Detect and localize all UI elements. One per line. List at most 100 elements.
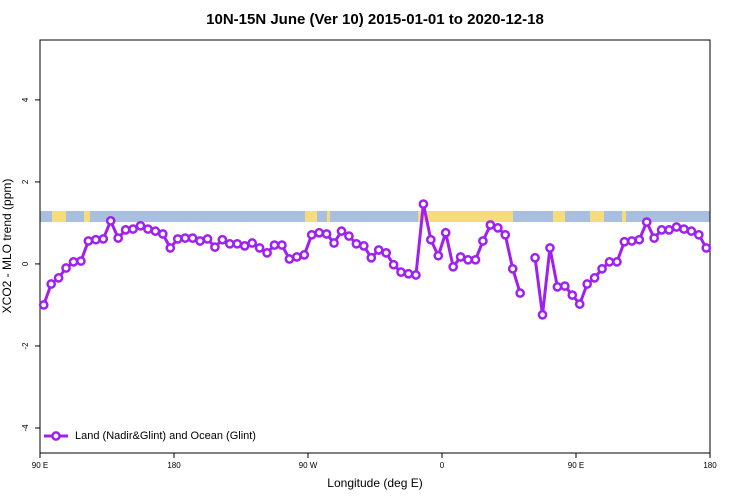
point — [232, 238, 243, 249]
point — [336, 226, 347, 236]
point — [262, 248, 272, 258]
point — [530, 252, 540, 263]
point — [239, 241, 250, 251]
point — [515, 288, 526, 298]
plot-frame — [39, 39, 711, 454]
point — [321, 229, 332, 239]
point — [120, 225, 131, 235]
point — [329, 238, 339, 248]
point — [470, 254, 481, 265]
point — [656, 225, 667, 235]
point — [664, 225, 674, 235]
point — [649, 233, 660, 243]
y-tick-label: 0 — [21, 261, 30, 266]
x-tick-label: 180 — [167, 461, 181, 470]
point — [157, 229, 168, 239]
point — [545, 243, 555, 253]
point — [105, 216, 116, 226]
point — [619, 236, 630, 247]
point — [574, 299, 585, 309]
y-tick-label: -2 — [21, 342, 30, 350]
y-tick-label: -4 — [21, 424, 30, 432]
point — [507, 264, 518, 274]
point — [224, 238, 235, 249]
point — [433, 250, 444, 261]
x-axis-label: Longitude (deg E) — [327, 476, 422, 490]
point — [299, 250, 310, 260]
point — [291, 252, 302, 262]
point — [68, 257, 79, 267]
point — [344, 231, 354, 241]
point — [455, 252, 466, 262]
point — [284, 254, 295, 264]
point — [217, 234, 228, 245]
point — [671, 222, 682, 232]
point — [46, 279, 57, 289]
point — [135, 220, 146, 231]
point — [38, 300, 49, 310]
x-tick-label: 180 — [703, 461, 717, 470]
point — [83, 236, 94, 246]
x-tick-label: 90 W — [299, 461, 318, 470]
point — [187, 233, 198, 243]
land-ocean-strip — [40, 211, 710, 222]
point — [448, 261, 459, 272]
point — [425, 234, 436, 245]
point — [150, 226, 161, 236]
point — [306, 229, 317, 240]
point — [381, 248, 392, 258]
point — [693, 229, 704, 240]
point — [403, 268, 414, 279]
point — [76, 256, 86, 266]
point — [500, 229, 511, 240]
point — [172, 234, 183, 244]
point — [552, 282, 563, 292]
chart-title: 10N-15N June (Ver 10) 2015-01-01 to 2020… — [206, 11, 544, 28]
point — [373, 245, 384, 255]
point — [396, 267, 406, 277]
x-tick-label: 90 E — [32, 461, 48, 470]
point — [90, 234, 101, 245]
point — [567, 290, 578, 300]
point — [61, 263, 71, 273]
point — [641, 217, 652, 227]
point — [358, 241, 369, 251]
point — [165, 243, 176, 253]
point — [366, 252, 377, 263]
x-tick-label: 90 E — [568, 461, 584, 470]
point — [53, 273, 64, 283]
point — [701, 243, 712, 253]
point — [597, 264, 607, 274]
point — [128, 224, 138, 234]
point — [463, 254, 473, 265]
line — [533, 218, 708, 315]
point — [98, 234, 109, 244]
point — [626, 236, 637, 246]
point — [180, 233, 191, 243]
point — [612, 257, 622, 267]
y-axis-label: XCO2 - MLO trend (ppm) — [0, 179, 14, 314]
y-tick-label: 2 — [21, 179, 30, 184]
legend-swatch-marker — [51, 431, 61, 441]
point — [485, 220, 496, 230]
point — [604, 257, 615, 267]
point — [582, 279, 593, 289]
point — [440, 227, 451, 238]
point — [388, 259, 399, 270]
point — [277, 240, 287, 250]
point — [195, 236, 205, 246]
point — [113, 233, 124, 243]
point — [411, 270, 421, 280]
point — [634, 234, 645, 245]
legend-label: Land (Nadir&Glint) and Ocean (Glint) — [75, 430, 256, 442]
point — [314, 227, 325, 238]
point — [478, 236, 488, 246]
point — [418, 199, 429, 209]
point — [686, 226, 697, 236]
point — [537, 309, 548, 320]
point — [351, 238, 362, 249]
point — [492, 222, 503, 233]
point — [210, 242, 220, 252]
point — [143, 224, 153, 234]
